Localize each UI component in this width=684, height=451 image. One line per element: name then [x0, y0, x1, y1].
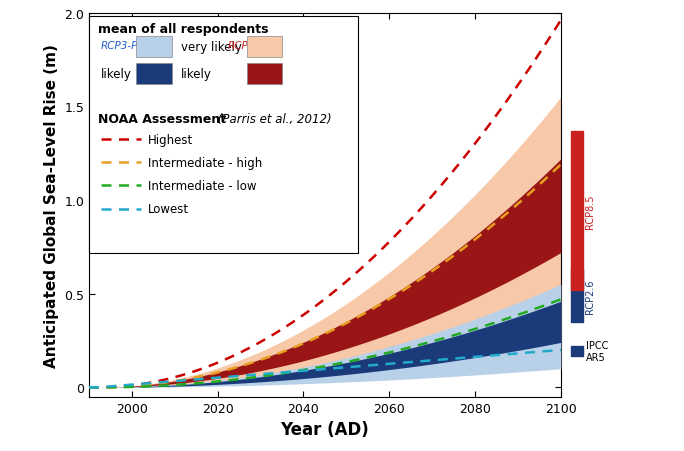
- Text: NOAA Assessment: NOAA Assessment: [98, 113, 226, 126]
- FancyBboxPatch shape: [136, 63, 172, 84]
- Text: Highest: Highest: [148, 133, 193, 147]
- Text: Intermediate - high: Intermediate - high: [148, 156, 262, 170]
- FancyBboxPatch shape: [89, 17, 358, 253]
- FancyBboxPatch shape: [136, 37, 172, 58]
- Text: RCP2.6: RCP2.6: [585, 279, 595, 313]
- Text: RCP8.5: RCP8.5: [228, 41, 265, 51]
- Text: RCP8.5: RCP8.5: [585, 193, 595, 228]
- Text: IPCC
AR5: IPCC AR5: [586, 341, 609, 362]
- Text: mean of all respondents: mean of all respondents: [98, 23, 269, 36]
- FancyBboxPatch shape: [247, 63, 282, 84]
- FancyBboxPatch shape: [247, 37, 282, 58]
- Y-axis label: Anticipated Global Sea-Level Rise (m): Anticipated Global Sea-Level Rise (m): [44, 44, 59, 367]
- Text: Lowest: Lowest: [148, 202, 189, 216]
- Text: (Parris et al., 2012): (Parris et al., 2012): [214, 113, 332, 126]
- Text: RCP3-PD: RCP3-PD: [101, 41, 146, 51]
- Text: likely: likely: [101, 67, 131, 80]
- Text: likely: likely: [181, 67, 212, 80]
- Text: very likely: very likely: [181, 41, 242, 54]
- Text: Intermediate - low: Intermediate - low: [148, 179, 256, 193]
- X-axis label: Year (AD): Year (AD): [280, 420, 369, 438]
